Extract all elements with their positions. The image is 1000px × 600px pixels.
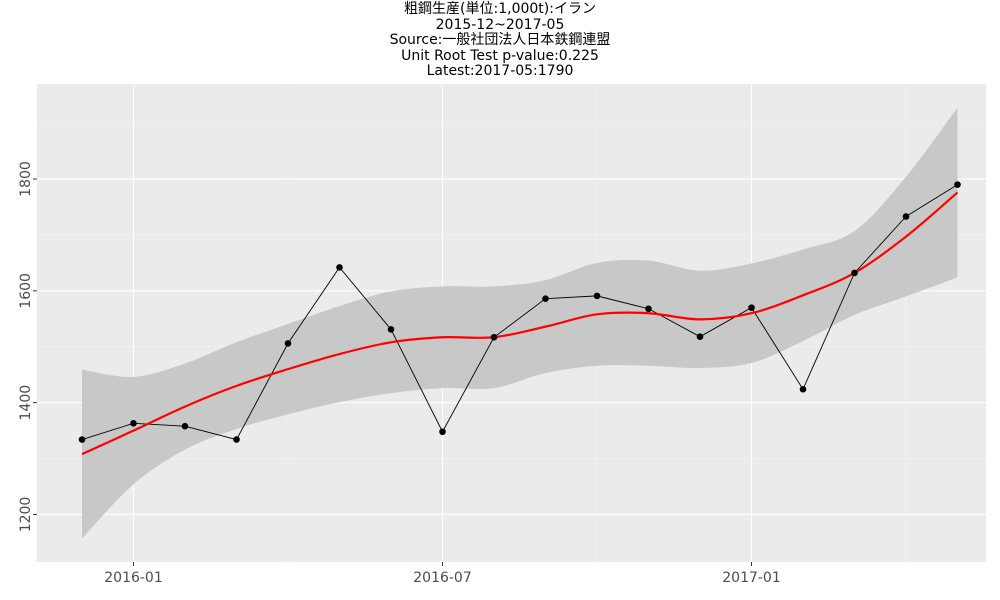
title-line-3: Source:一般社団法人日本鉄鋼連盟 (389, 32, 611, 48)
data-point (593, 292, 601, 300)
y-tick-label: 1800 (18, 161, 34, 197)
data-point (645, 305, 652, 313)
x-tick-label: 2016-07 (413, 570, 472, 586)
y-tick-label: 1200 (18, 497, 34, 533)
data-point (851, 269, 858, 277)
chart-title: 粗鋼生産(単位:1,000t):イラン 2015-12~2017-05 Sour… (0, 1, 1000, 80)
data-point (490, 333, 498, 341)
data-point (336, 264, 343, 271)
data-point (78, 436, 86, 443)
title-line-1: 粗鋼生産(単位:1,000t):イラン (404, 1, 596, 17)
data-point (181, 422, 189, 430)
data-point (233, 436, 240, 443)
data-point (954, 181, 961, 188)
x-tick-label: 2016-01 (104, 570, 163, 586)
smooth-trend-line (81, 191, 959, 456)
data-point (748, 304, 755, 311)
series-line (81, 184, 958, 441)
data-point (542, 295, 549, 302)
title-line-4: Unit Root Test p-value:0.225 (401, 47, 599, 64)
data-points (78, 181, 961, 443)
y-axis: 1200 1400 1600 1800 (18, 161, 37, 532)
data-point (799, 385, 807, 393)
data-point (439, 428, 446, 436)
confidence-ribbon (82, 107, 958, 539)
x-tick-label: 2017-01 (722, 570, 781, 586)
title-line-2: 2015-12~2017-05 (435, 16, 565, 33)
data-point (284, 340, 292, 347)
title-line-5: Latest:2017-05:1790 (426, 63, 574, 79)
data-point (902, 213, 910, 220)
x-axis: 2016-01 2016-07 2017-01 (104, 562, 781, 586)
data-point (696, 333, 704, 340)
data-point (387, 326, 395, 333)
y-tick-label: 1600 (18, 273, 34, 309)
data-point (130, 420, 137, 427)
y-tick-label: 1400 (18, 385, 34, 421)
